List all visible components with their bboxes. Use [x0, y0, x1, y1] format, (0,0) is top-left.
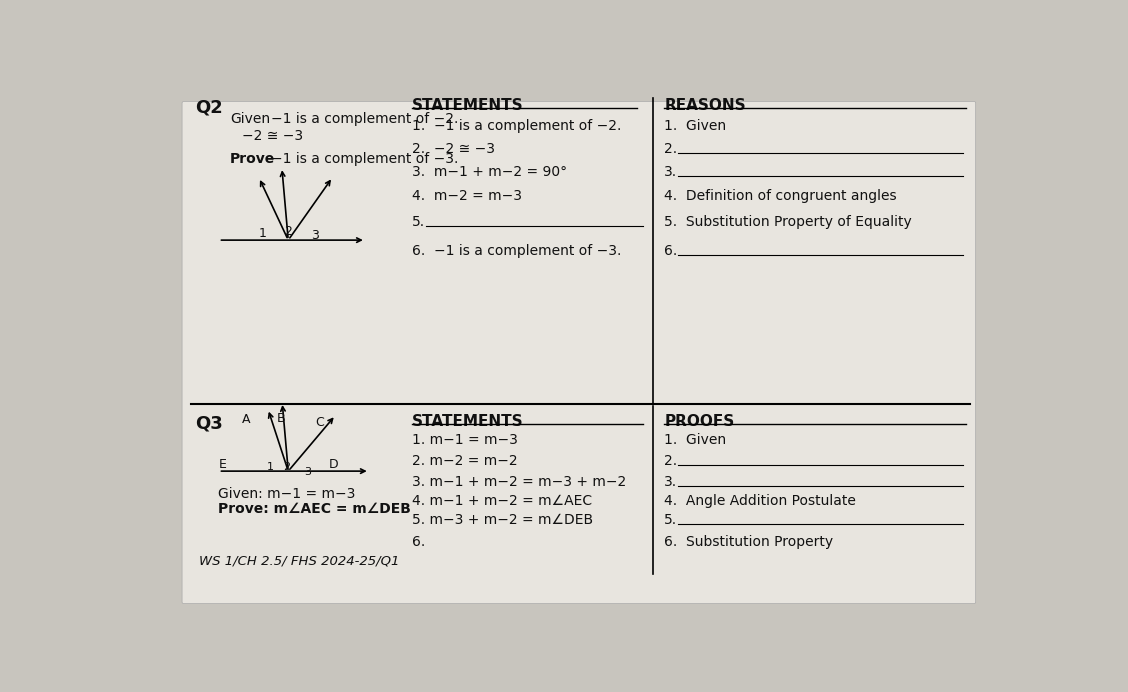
Text: 3.: 3. — [664, 165, 677, 179]
Text: 2.: 2. — [664, 454, 677, 468]
FancyBboxPatch shape — [182, 102, 976, 603]
Text: Q3: Q3 — [195, 414, 223, 432]
Text: C: C — [316, 416, 324, 428]
Text: Q2: Q2 — [195, 98, 223, 116]
Text: 2. m−2 = m−2: 2. m−2 = m−2 — [412, 454, 518, 468]
Text: 4.  m−2 = m−3: 4. m−2 = m−3 — [412, 188, 522, 203]
Text: 1.  Given: 1. Given — [664, 432, 726, 446]
Text: 6.  −1 is a complement of −3.: 6. −1 is a complement of −3. — [412, 244, 622, 258]
Text: E: E — [219, 458, 227, 471]
Text: 2: 2 — [284, 225, 292, 238]
Text: 1: 1 — [258, 227, 266, 240]
Text: Given: m−1 = m−3: Given: m−1 = m−3 — [219, 486, 355, 500]
Text: 6.: 6. — [664, 244, 678, 258]
Text: 5. m−3 + m−2 = m∠DEB: 5. m−3 + m−2 = m∠DEB — [412, 513, 593, 527]
Text: 5.  Substitution Property of Equality: 5. Substitution Property of Equality — [664, 215, 911, 230]
Text: 2.  −2 ≅ −3: 2. −2 ≅ −3 — [412, 143, 495, 156]
Text: D: D — [328, 458, 338, 471]
Text: REASONS: REASONS — [664, 98, 746, 113]
Text: −1 is a complement of −2.: −1 is a complement of −2. — [271, 111, 459, 125]
Text: 1.  Given: 1. Given — [664, 119, 726, 134]
Text: 1.  −1 is a complement of −2.: 1. −1 is a complement of −2. — [412, 119, 622, 134]
Text: 6.  Substitution Property: 6. Substitution Property — [664, 535, 834, 549]
Text: 3.  m−1 + m−2 = 90°: 3. m−1 + m−2 = 90° — [412, 165, 567, 179]
Text: 3: 3 — [303, 467, 310, 477]
Text: Prove: Prove — [230, 152, 275, 165]
Text: 3. m−1 + m−2 = m−3 + m−2: 3. m−1 + m−2 = m−3 + m−2 — [412, 475, 626, 489]
Text: −2 ≅ −3: −2 ≅ −3 — [241, 129, 303, 143]
Text: 4. m−1 + m−2 = m∠AEC: 4. m−1 + m−2 = m∠AEC — [412, 494, 592, 508]
Text: 4.  Definition of congruent angles: 4. Definition of congruent angles — [664, 188, 897, 203]
Text: 3: 3 — [311, 229, 319, 242]
Text: 2: 2 — [283, 462, 290, 472]
Text: PROOFS: PROOFS — [664, 414, 734, 429]
Text: −1 is a complement of −3.: −1 is a complement of −3. — [271, 152, 459, 165]
Text: 2.: 2. — [664, 143, 677, 156]
Text: 6.: 6. — [412, 535, 425, 549]
Text: 5.: 5. — [664, 513, 677, 527]
Text: STATEMENTS: STATEMENTS — [412, 98, 523, 113]
Text: Prove: m∠AEC = m∠DEB: Prove: m∠AEC = m∠DEB — [219, 502, 412, 516]
Text: 3.: 3. — [664, 475, 677, 489]
Text: STATEMENTS: STATEMENTS — [412, 414, 523, 429]
Text: Given: Given — [230, 111, 271, 125]
Text: WS 1/CH 2.5/ FHS 2024-25/Q1: WS 1/CH 2.5/ FHS 2024-25/Q1 — [200, 554, 399, 567]
Text: A: A — [241, 413, 250, 426]
Text: 4.  Angle Addition Postulate: 4. Angle Addition Postulate — [664, 494, 856, 508]
Text: 1. m−1 = m−3: 1. m−1 = m−3 — [412, 432, 518, 446]
Text: 1: 1 — [266, 462, 274, 472]
Text: 5.: 5. — [412, 215, 425, 230]
Text: B: B — [276, 412, 285, 425]
